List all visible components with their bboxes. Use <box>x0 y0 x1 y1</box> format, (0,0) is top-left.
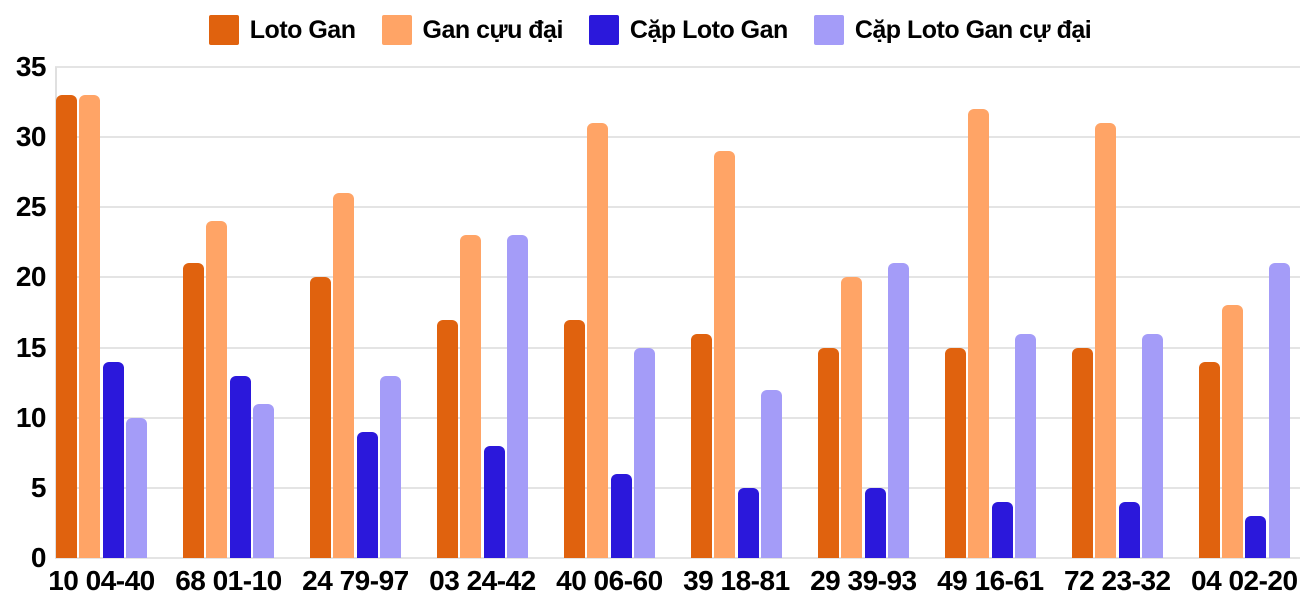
bar-cap-loto-gan-cu-ai <box>887 263 909 558</box>
bar-loto-gan <box>182 263 204 558</box>
bar-cap-loto-gan-cu-ai <box>1141 333 1163 558</box>
y-axis-tick-label: 25 <box>15 191 47 223</box>
y-axis-tick-label: 5 <box>30 471 47 503</box>
bar-gan-cuu-ai <box>1095 123 1117 558</box>
y-axis-tick-label: 20 <box>15 261 47 293</box>
x-axis-category-label: 68 01-10 <box>175 565 282 596</box>
x-axis-category-label: 39 18-81 <box>683 565 790 596</box>
legend-label: Gan cựu đại <box>422 15 564 44</box>
legend-swatch-icon <box>813 15 844 45</box>
bar-gan-cuu-ai <box>206 221 228 558</box>
bar-cap-loto-gan <box>229 375 251 558</box>
x-axis-category-label: 10 04-40 <box>48 565 155 596</box>
x-axis-category-label: 49 16-61 <box>937 565 1044 596</box>
bar-gan-cuu-ai <box>587 123 609 558</box>
gridline <box>55 557 1300 559</box>
legend-label: Loto Gan <box>249 15 356 44</box>
bar-gan-cuu-ai <box>841 277 863 558</box>
bar-cap-loto-gan-cu-ai <box>125 417 147 558</box>
bar-loto-gan <box>817 347 839 558</box>
legend-label: Cặp Loto Gan <box>629 15 788 44</box>
bar-loto-gan <box>690 333 712 558</box>
bar-cap-loto-gan-cu-ai <box>1268 263 1290 558</box>
y-axis-tick-label: 10 <box>15 401 47 433</box>
bar-cap-loto-gan <box>1245 515 1267 558</box>
bar-loto-gan <box>944 347 966 558</box>
bar-loto-gan <box>309 277 331 558</box>
bar-loto-gan <box>56 95 77 558</box>
chart-legend: Loto Gan Gan cựu đại Cặp Loto Gan Cặp Loto … <box>0 8 1300 52</box>
x-axis-category-label: 24 79-97 <box>302 565 409 596</box>
bar-gan-cuu-ai <box>714 151 736 558</box>
bar-cap-loto-gan <box>864 487 886 558</box>
bar-cap-loto-gan-cu-ai <box>1014 333 1036 558</box>
legend-swatch-icon <box>381 15 412 45</box>
x-axis-category-label: 04 02-20 <box>1191 565 1298 596</box>
y-axis-tick-label: 0 <box>30 542 47 573</box>
bar-cap-loto-gan <box>610 473 632 558</box>
x-axis-category-label: 72 23-32 <box>1064 565 1171 596</box>
bar-loto-gan <box>1198 361 1220 558</box>
bar-cap-loto-gan-cu-ai <box>633 347 655 558</box>
gridline <box>55 206 1300 209</box>
legend-item-cap-loto-gan: Cặp Loto Gan <box>588 15 788 45</box>
bar-cap-loto-gan <box>1118 501 1140 558</box>
gridline <box>55 486 1300 489</box>
bar-cap-loto-gan-cu-ai <box>252 403 274 558</box>
bar-cap-loto-gan <box>737 487 759 558</box>
bar-gan-cuu-ai <box>1222 305 1244 558</box>
y-axis-tick-label: 35 <box>15 51 47 82</box>
bar-cap-loto-gan-cu-ai <box>379 375 401 558</box>
x-axis-category-label: 03 24-42 <box>429 565 536 596</box>
x-axis-category-label: 40 06-60 <box>556 565 663 596</box>
gridline <box>55 136 1300 139</box>
bar-cap-loto-gan <box>102 361 124 558</box>
legend-item-loto-gan: Loto Gan <box>208 15 356 45</box>
bar-gan-cuu-ai <box>333 193 355 558</box>
bar-loto-gan <box>563 319 585 558</box>
bar-loto-gan <box>1071 347 1093 558</box>
gridline <box>55 276 1300 279</box>
bar-gan-cuu-ai <box>460 235 482 558</box>
legend-swatch-icon <box>588 15 619 45</box>
gridline <box>55 66 1300 68</box>
gridline <box>55 346 1300 349</box>
bar-loto-gan <box>436 319 458 558</box>
bar-cap-loto-gan <box>356 431 378 558</box>
legend-item-cap-loto-gan-cu-ai: Cặp Loto Gan cự đại <box>813 15 1092 45</box>
gridline <box>55 416 1300 419</box>
y-axis-tick-label: 15 <box>15 331 47 363</box>
x-axis-category-label: 29 39-93 <box>810 565 917 596</box>
bar-cap-loto-gan-cu-ai <box>506 235 528 558</box>
bar-cap-loto-gan <box>991 501 1013 558</box>
bar-cap-loto-gan <box>483 445 505 558</box>
y-axis-tick-label: 30 <box>15 121 47 153</box>
legend-label: Cặp Loto Gan cự đại <box>854 15 1092 44</box>
legend-item-gan-cuu-ai: Gan cựu đại <box>381 15 564 45</box>
bar-cap-loto-gan-cu-ai <box>760 389 782 558</box>
bar-gan-cuu-ai <box>79 95 101 558</box>
bar-gan-cuu-ai <box>968 109 990 558</box>
legend-swatch-icon <box>208 15 239 45</box>
